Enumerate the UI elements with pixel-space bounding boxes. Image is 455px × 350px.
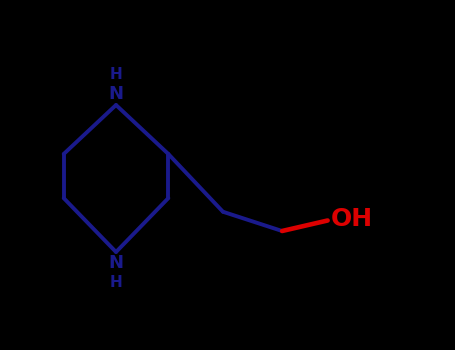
Text: H: H bbox=[110, 275, 122, 290]
Text: N: N bbox=[109, 254, 123, 272]
Text: OH: OH bbox=[331, 207, 374, 231]
Text: N: N bbox=[109, 85, 123, 103]
Text: H: H bbox=[110, 67, 122, 82]
